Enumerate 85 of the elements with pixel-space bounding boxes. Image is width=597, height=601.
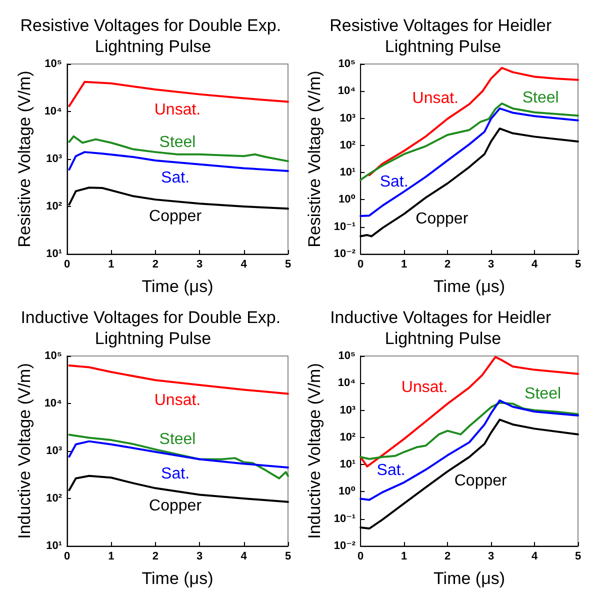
y-tick-label: 10³	[46, 153, 62, 165]
y-tick-label: 10⁻¹	[334, 220, 356, 233]
x-tick-label: 5	[574, 258, 582, 270]
x-tick-label: 0	[64, 258, 70, 270]
series-label: Sat.	[161, 466, 190, 483]
x-tick-label: 4	[240, 258, 248, 270]
series-label: Steel	[159, 430, 196, 448]
series-label: Copper	[149, 208, 202, 225]
y-tick-label: 10⁻¹	[334, 512, 356, 525]
x-tick-label: 3	[196, 258, 203, 270]
x-tick-label: 3	[196, 550, 203, 562]
y-tick-label: 10²	[340, 139, 356, 152]
y-tick-label: 10⁴	[338, 377, 356, 390]
x-tick-label: 4	[240, 550, 248, 562]
series-label: Steel	[522, 89, 559, 106]
line-series	[68, 135, 289, 162]
series-label: Copper	[149, 498, 202, 515]
series-label: Sat.	[380, 174, 408, 191]
y-tick-label: 10²	[340, 431, 356, 444]
y-tick-label: 10¹	[46, 540, 62, 552]
series-label: Sat.	[161, 170, 190, 187]
y-tick-label: 10⁴	[338, 85, 356, 98]
series-label: Unsat.	[401, 378, 448, 396]
y-tick-label: 10⁵	[338, 350, 356, 362]
x-tick-label: 0	[64, 550, 70, 562]
y-axis-title: Resistive Voltage (V/m)	[305, 70, 324, 248]
series-label: Steel	[524, 385, 562, 402]
line-series	[68, 434, 289, 480]
x-tick-label: 3	[488, 550, 494, 562]
chart-title: Inductive Voltages for Heidler Lightning Pulse	[330, 308, 556, 348]
x-tick-label: 1	[401, 550, 408, 562]
x-axis-title: Time (μs)	[434, 569, 506, 588]
y-tick-label: 10³	[340, 112, 356, 124]
x-axis-title: Time (μs)	[434, 277, 506, 296]
x-tick-label: 4	[531, 550, 538, 562]
x-tick-label: 2	[444, 258, 451, 270]
x-tick-label: 3	[488, 258, 494, 270]
x-tick-label: 0	[358, 258, 364, 270]
y-tick-label: 10³	[340, 404, 356, 416]
series-label: Copper	[454, 472, 508, 490]
x-tick-label: 2	[152, 550, 158, 562]
series-label: Unsat.	[412, 90, 459, 108]
y-axis-title: Inductive Voltage (V/m)	[15, 363, 34, 539]
y-tick-label: 10¹	[340, 458, 356, 471]
chart-title: Inductive Voltages for Double Exp. Lightning Pulse	[20, 308, 286, 348]
y-tick-label: 10⁻²	[334, 540, 356, 552]
y-tick-label: 10⁵	[44, 58, 62, 70]
x-tick-label: 5	[284, 258, 292, 270]
line-series	[68, 364, 289, 395]
series-label: Sat.	[376, 462, 406, 479]
y-tick-label: 10⁵	[44, 350, 62, 362]
series-label: Steel	[159, 134, 196, 151]
x-tick-label: 1	[108, 258, 114, 270]
line-series	[368, 66, 579, 176]
y-tick-label: 10¹	[340, 166, 356, 179]
y-axis-title: Resistive Voltage (V/m)	[15, 70, 34, 248]
y-tick-label: 10⁰	[338, 194, 356, 206]
y-tick-label: 10⁵	[338, 58, 356, 70]
y-tick-label: 10⁴	[44, 106, 62, 118]
y-axis-title: Inductive Voltage (V/m)	[305, 363, 324, 539]
line-series	[360, 402, 579, 460]
y-tick-label: 10²	[46, 200, 62, 212]
x-tick-label: 5	[574, 550, 582, 562]
x-axis-title: Time (μs)	[142, 569, 214, 588]
y-tick-label: 10⁻²	[334, 248, 356, 260]
x-tick-label: 2	[152, 258, 158, 270]
y-tick-label: 10⁰	[338, 486, 356, 498]
y-tick-label: 10⁴	[44, 398, 62, 410]
chart-title: Resistive Voltages for Heidler Lightning Pulse	[330, 16, 556, 56]
x-tick-label: 4	[531, 258, 538, 270]
series-label: Copper	[416, 210, 469, 228]
x-tick-label: 5	[284, 550, 292, 562]
series-label: Unsat.	[154, 392, 201, 410]
y-tick-label: 10¹	[46, 248, 62, 260]
line-series	[360, 399, 579, 501]
series-label: Unsat.	[154, 101, 201, 118]
y-tick-label: 10²	[46, 492, 62, 504]
x-tick-label: 2	[444, 550, 451, 562]
chart-title: Resistive Voltages for Double Exp. Lightning Pulse	[20, 16, 286, 56]
line-series	[68, 151, 289, 172]
x-tick-label: 0	[358, 550, 364, 562]
x-axis-title: Time (μs)	[142, 277, 214, 296]
x-tick-label: 1	[401, 258, 408, 270]
x-tick-label: 1	[108, 550, 114, 562]
y-tick-label: 10³	[46, 445, 62, 457]
